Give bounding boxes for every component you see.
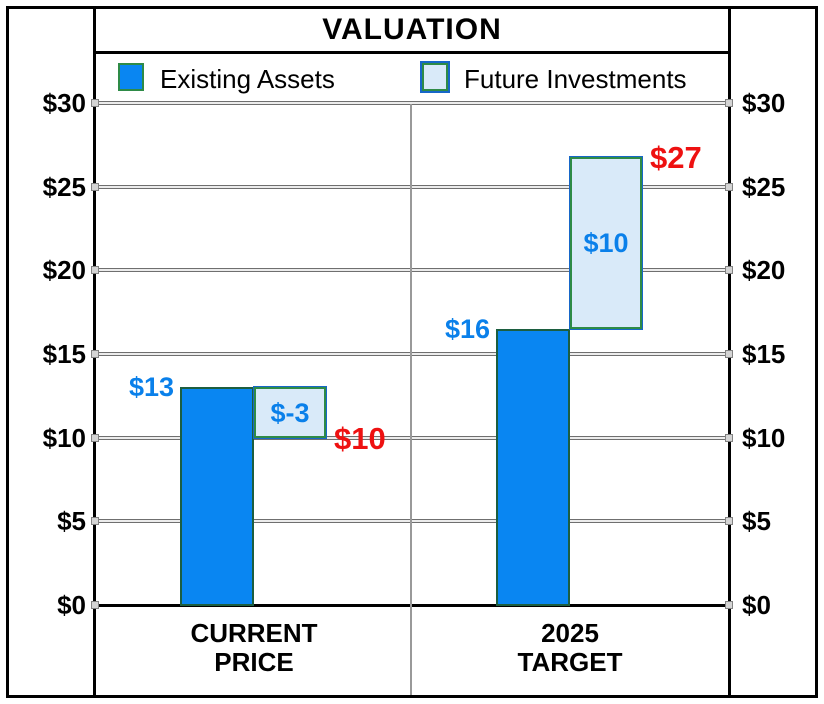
gridline-handle-left [91,517,99,526]
y-tick-left-10: $10 [42,422,86,453]
y-tick-right-10: $10 [742,422,786,453]
y-tick-left-30: $30 [42,88,86,118]
x-axis-zero-line [96,604,728,607]
gridline-handle-right [725,266,733,275]
legend-swatch-future-investments [422,63,448,91]
category-line1: 2025 [541,618,599,648]
y-tick-right-0: $0 [742,590,771,620]
bar-existing-assets-target [496,328,570,606]
legend-label-future-investments: Future Investments [464,64,687,94]
label-existing-value: $16 [444,313,490,344]
label-future-value: $-3 [270,397,310,428]
category-label-target: 2025 TARGET [420,619,720,677]
y-tick-right-30: $30 [742,88,786,118]
gridline-handle-left [91,99,99,107]
category-divider-line [410,104,412,695]
y-tick-right-25: $25 [742,171,786,202]
gridline-25 [96,184,728,189]
gridline-handle-right [725,99,733,107]
gridline-15 [96,352,728,356]
y-tick-right-5: $5 [742,506,771,537]
label-total-value: $27 [650,139,702,175]
chart-title: VALUATION [322,13,502,46]
y-tick-right-15: $15 [742,339,786,369]
gridline-handle-right [725,433,733,442]
gridline-20 [96,268,728,273]
gridline-10 [96,435,728,440]
category-line2: PRICE [214,647,294,677]
y-tick-left-25: $25 [42,171,86,202]
gridline-handle-left [91,433,99,442]
gridline-handle-left [91,182,99,191]
bar-future-investments-target [570,156,642,329]
label-total-value: $10 [334,420,386,456]
gridline-handle-left [91,350,99,358]
gridline-handle-right [725,601,733,609]
bar-existing-assets-current [180,387,254,606]
gridline-handle-left [91,601,99,609]
label-existing-value: $13 [128,372,174,403]
gridline-5 [96,519,728,524]
category-line1: CURRENT [190,618,318,648]
y-tick-left-20: $20 [42,255,86,286]
y-tick-left-5: $5 [57,506,86,537]
legend-label-existing-assets: Existing Assets [160,64,335,94]
title-separator-line [96,51,728,54]
gridline-handle-left [91,266,99,275]
category-label-current: CURRENT PRICE [104,619,404,677]
y-tick-left-0: $0 [57,590,86,620]
gridline-handle-right [725,517,733,526]
gridline-handle-right [725,350,733,358]
y-tick-left-15: $15 [42,339,86,369]
legend-swatch-existing-assets [118,63,144,91]
category-line2: TARGET [517,647,623,677]
gridline-30 [96,101,728,105]
y-tick-right-20: $20 [742,255,786,286]
bar-future-investments-current [254,387,326,438]
label-future-value: $10 [583,227,629,258]
gridline-handle-right [725,182,733,191]
